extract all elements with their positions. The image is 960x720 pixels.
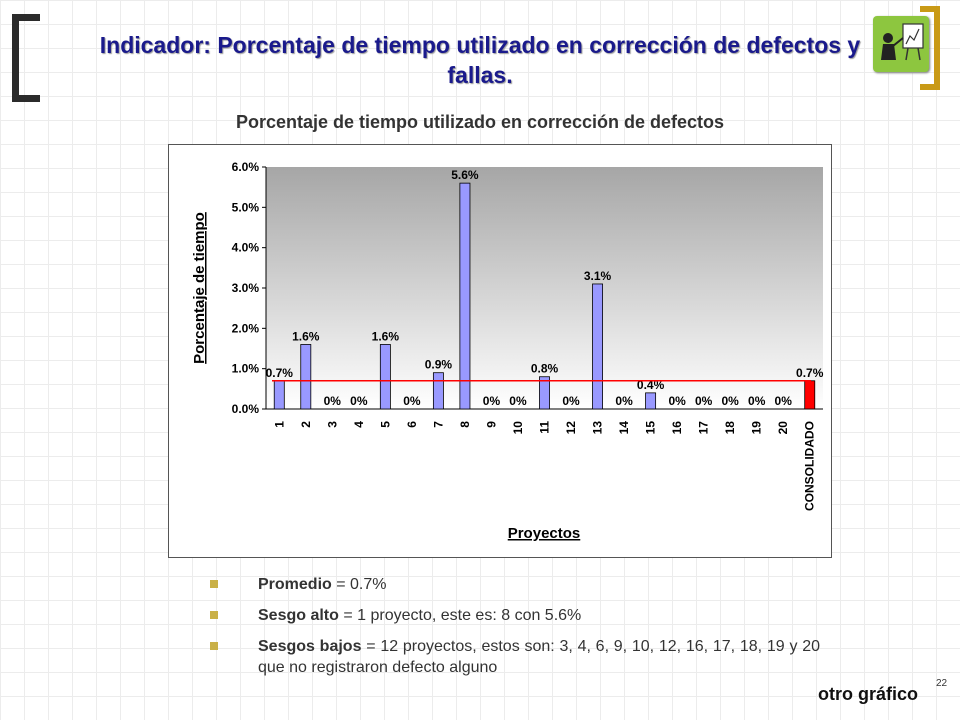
bar bbox=[459, 182, 471, 410]
data-label: 0% bbox=[748, 394, 766, 408]
data-label: 0.9% bbox=[425, 358, 453, 372]
y-tick-label: 0.0% bbox=[232, 402, 260, 416]
x-tick-label: 19 bbox=[750, 421, 764, 435]
bar bbox=[645, 392, 657, 410]
bullet-label: Sesgos bajos bbox=[258, 638, 362, 655]
x-tick-label: 4 bbox=[352, 421, 366, 428]
y-tick-label: 2.0% bbox=[232, 321, 260, 335]
data-label: 0.7% bbox=[796, 366, 824, 380]
y-axis-title: Porcentaje de tiempo bbox=[191, 212, 208, 364]
data-label: 0.4% bbox=[637, 378, 665, 392]
y-tick-label: 5.0% bbox=[232, 200, 260, 214]
bullet-item-sesgos-bajos: Sesgos bajos = 12 proyectos, estos son: … bbox=[210, 636, 820, 678]
x-tick-label: 14 bbox=[617, 421, 631, 435]
left-bracket-decoration bbox=[12, 14, 40, 102]
square-bullet-icon bbox=[210, 642, 218, 650]
bullet-item-promedio: Promedio = 0.7% bbox=[210, 574, 820, 595]
data-label: 0% bbox=[350, 394, 368, 408]
x-tick-label: 18 bbox=[723, 421, 737, 435]
presenter-with-chart-icon bbox=[873, 16, 929, 72]
slide-title: Indicador: Porcentaje de tiempo utilizad… bbox=[99, 32, 861, 88]
y-tick-label: 3.0% bbox=[232, 281, 260, 295]
data-label: 5.6% bbox=[451, 168, 479, 182]
plot-area bbox=[266, 167, 823, 409]
x-tick-label: CONSOLIDADO bbox=[803, 421, 817, 511]
x-tick-label: 9 bbox=[484, 421, 498, 428]
summary-list: Promedio = 0.7% Sesgo alto = 1 proyecto,… bbox=[210, 574, 820, 688]
x-axis-title: Proyectos bbox=[508, 525, 581, 542]
data-label: 0% bbox=[615, 394, 633, 408]
data-label: 0% bbox=[562, 394, 580, 408]
x-tick-label: 3 bbox=[325, 421, 339, 428]
x-tick-label: 13 bbox=[591, 421, 605, 435]
bar bbox=[804, 380, 816, 410]
other-chart-link[interactable]: otro gráfico bbox=[818, 684, 919, 704]
chart-frame: 0.0% 1.0% 2.0% 3.0% 4.0% 5.0% 6.0% 0.7% 1 1.6% 2 0%… bbox=[168, 144, 832, 558]
y-tick-label: 6.0% bbox=[232, 160, 260, 174]
square-bullet-icon bbox=[210, 580, 218, 588]
data-label: 1.6% bbox=[292, 329, 320, 343]
x-tick-label: 2 bbox=[299, 421, 313, 428]
bullet-text: = 0.7% bbox=[331, 576, 387, 593]
x-tick-label: 16 bbox=[670, 421, 684, 435]
data-label: 0% bbox=[324, 394, 342, 408]
bullet-item-sesgo-alto: Sesgo alto = 1 proyecto, este es: 8 con … bbox=[210, 605, 820, 626]
x-tick-label: 11 bbox=[538, 421, 552, 434]
x-tick-label: 8 bbox=[458, 421, 472, 428]
x-tick-label: 6 bbox=[405, 421, 419, 428]
x-tick-label: 17 bbox=[697, 421, 711, 435]
y-tick-label: 1.0% bbox=[232, 362, 260, 376]
data-label: 0% bbox=[483, 394, 501, 408]
square-bullet-icon bbox=[210, 611, 218, 619]
bar bbox=[432, 372, 444, 410]
right-bracket-decoration bbox=[920, 6, 940, 90]
data-label: 0% bbox=[775, 394, 793, 408]
bar bbox=[379, 344, 391, 410]
x-tick-label: 7 bbox=[431, 421, 445, 428]
data-label: 0% bbox=[668, 394, 686, 408]
data-label: 0.7% bbox=[266, 366, 294, 380]
bullet-label: Promedio bbox=[258, 576, 332, 593]
x-tick-label: 20 bbox=[776, 421, 790, 435]
bar-chart: 0.0% 1.0% 2.0% 3.0% 4.0% 5.0% 6.0% 0.7% 1 1.6% 2 0%… bbox=[191, 160, 824, 542]
y-tick-label: 4.0% bbox=[232, 241, 260, 255]
data-label: 0% bbox=[403, 394, 421, 408]
bullet-text: = 12 proyectos, estos son: 3, 4, 6, 9, 1… bbox=[258, 638, 820, 676]
data-label: 0% bbox=[509, 394, 527, 408]
x-tick-label: 5 bbox=[378, 421, 392, 428]
page-number: 22 bbox=[936, 678, 948, 689]
bar bbox=[300, 344, 312, 410]
data-label: 0% bbox=[721, 394, 739, 408]
x-tick-label: 1 bbox=[272, 421, 286, 428]
bar bbox=[539, 376, 550, 410]
bar bbox=[273, 380, 285, 410]
bar bbox=[592, 283, 603, 410]
data-label: 0% bbox=[695, 394, 713, 408]
x-tick-label: 12 bbox=[564, 421, 578, 435]
x-tick-label: 10 bbox=[511, 421, 525, 435]
data-label: 0.8% bbox=[531, 362, 559, 376]
bullet-label: Sesgo alto bbox=[258, 607, 339, 624]
data-label: 3.1% bbox=[584, 269, 612, 283]
bullet-text: = 1 proyecto, este es: 8 con 5.6% bbox=[338, 607, 582, 624]
x-tick-label: 15 bbox=[644, 421, 658, 435]
chart-title: Porcentaje de tiempo utilizado en correc… bbox=[235, 112, 725, 132]
data-label: 1.6% bbox=[372, 329, 400, 343]
